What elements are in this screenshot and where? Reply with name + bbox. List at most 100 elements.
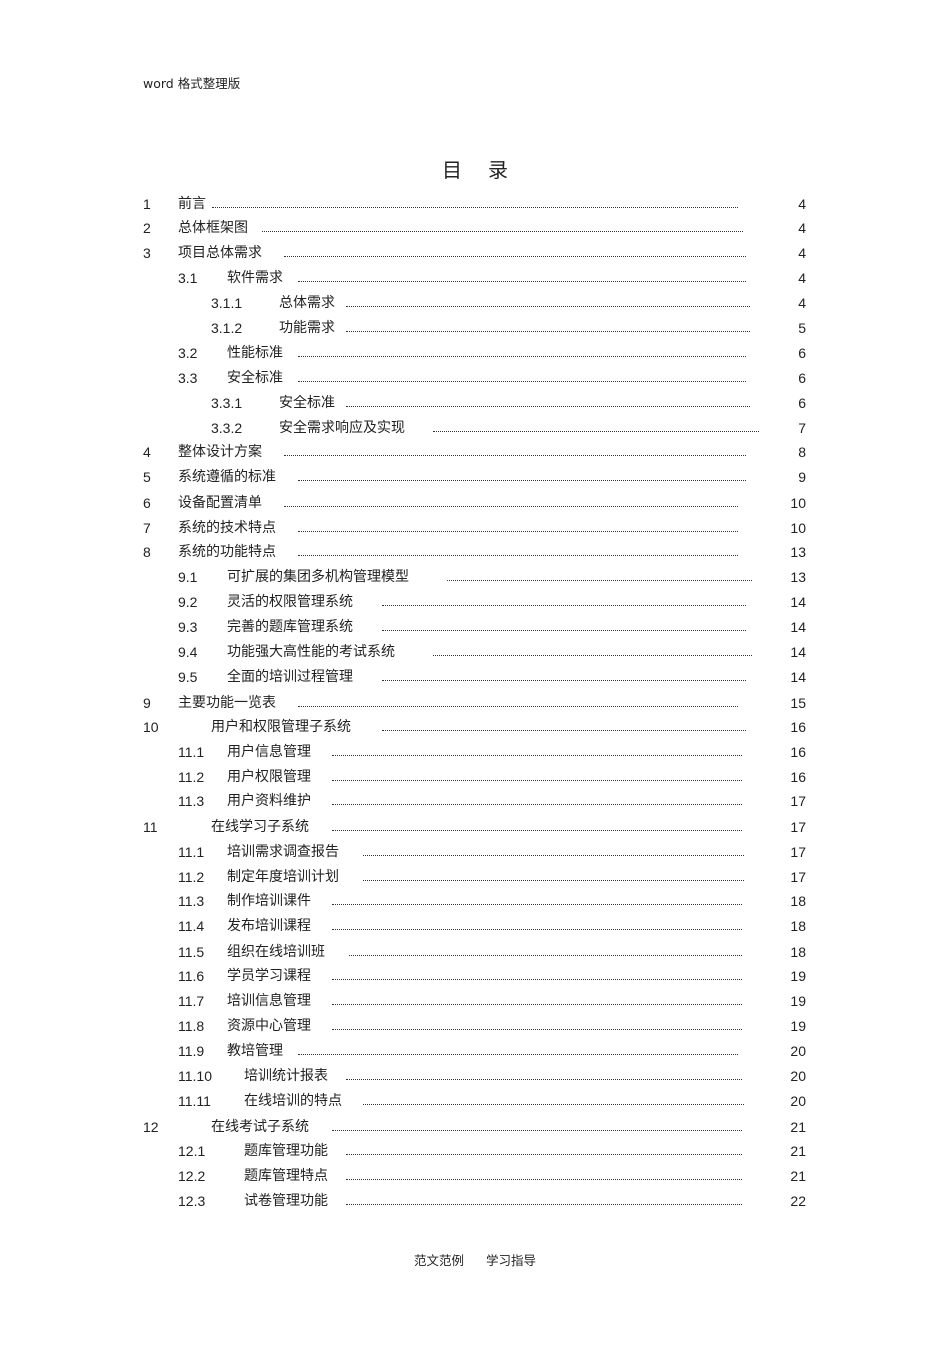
toc-entry-number: 2 bbox=[143, 220, 151, 236]
toc-entry-page: 6 bbox=[798, 370, 806, 386]
toc-entry[interactable]: 11.1 培训需求调查报告 17 bbox=[0, 842, 950, 862]
toc-entry[interactable]: 11.2 制定年度培训计划 17 bbox=[0, 867, 950, 887]
dot-leader bbox=[332, 1029, 742, 1030]
toc-entry-title: 制作培训课件 bbox=[227, 893, 311, 909]
toc-entry[interactable]: 7 系统的技术特点 10 bbox=[0, 518, 950, 538]
toc-entry-title: 题库管理特点 bbox=[244, 1168, 328, 1184]
toc-entry-title: 灵活的权限管理系统 bbox=[227, 594, 353, 610]
toc-entry-number: 11.7 bbox=[178, 993, 205, 1009]
toc-entry[interactable]: 11.9 教培管理 20 bbox=[0, 1041, 950, 1061]
toc-entry[interactable]: 3.2 性能标准 6 bbox=[0, 343, 950, 363]
dot-leader bbox=[298, 480, 746, 481]
dot-leader bbox=[346, 331, 750, 332]
toc-entry[interactable]: 2 总体框架图 4 bbox=[0, 218, 950, 238]
toc-entry[interactable]: 3.1.1 总体需求 4 bbox=[0, 293, 950, 313]
dot-leader bbox=[212, 207, 738, 208]
toc-entry[interactable]: 3 项目总体需求 4 bbox=[0, 243, 950, 263]
toc-entry-number: 6 bbox=[143, 495, 151, 511]
toc-entry[interactable]: 11.4 发布培训课程 18 bbox=[0, 916, 950, 936]
toc-entry[interactable]: 3.1.2 功能需求 5 bbox=[0, 318, 950, 338]
toc-entry-number: 9.3 bbox=[178, 619, 198, 635]
dot-leader bbox=[382, 680, 746, 681]
toc-entry-number: 3.3 bbox=[178, 370, 198, 386]
toc-entry-title: 题库管理功能 bbox=[244, 1143, 328, 1159]
toc-entry-number: 5 bbox=[143, 469, 151, 485]
toc-entry-number: 11.4 bbox=[178, 918, 205, 934]
toc-entry-title: 在线考试子系统 bbox=[211, 1119, 309, 1135]
toc-entry-page: 18 bbox=[790, 918, 806, 934]
dot-leader bbox=[346, 1179, 742, 1180]
toc-entry[interactable]: 3.3.1 安全标准 6 bbox=[0, 393, 950, 413]
toc-entry[interactable]: 9.5 全面的培训过程管理 14 bbox=[0, 667, 950, 687]
dot-leader bbox=[349, 955, 742, 956]
toc-entry[interactable]: 11.3 用户资料维护 17 bbox=[0, 791, 950, 811]
page-header: word 格式整理版 bbox=[143, 76, 241, 91]
toc-entry-page: 8 bbox=[798, 444, 806, 460]
toc-entry[interactable]: 5 系统遵循的标准 9 bbox=[0, 467, 950, 487]
dot-leader bbox=[298, 1054, 738, 1055]
toc-entry[interactable]: 11.2 用户权限管理 16 bbox=[0, 767, 950, 787]
toc-entry[interactable]: 3.3 安全标准 6 bbox=[0, 368, 950, 388]
toc-entry[interactable]: 3.3.2 安全需求响应及实现 7 bbox=[0, 418, 950, 438]
dot-leader bbox=[298, 531, 738, 532]
toc-entry[interactable]: 12 在线考试子系统 21 bbox=[0, 1117, 950, 1137]
dot-leader bbox=[332, 755, 742, 756]
toc-entry[interactable]: 11.10 培训统计报表 20 bbox=[0, 1066, 950, 1086]
toc-entry[interactable]: 11.3 制作培训课件 18 bbox=[0, 891, 950, 911]
toc-entry-page: 4 bbox=[798, 196, 806, 212]
dot-leader bbox=[298, 356, 746, 357]
toc-entry[interactable]: 11.1 用户信息管理 16 bbox=[0, 742, 950, 762]
toc-entry-page: 14 bbox=[790, 619, 806, 635]
toc-entry-title: 项目总体需求 bbox=[178, 245, 262, 261]
toc-entry-page: 19 bbox=[790, 1018, 806, 1034]
toc-entry[interactable]: 12.2 题库管理特点 21 bbox=[0, 1166, 950, 1186]
toc-entry[interactable]: 1 前言 4 bbox=[0, 194, 950, 214]
toc-entry-page: 19 bbox=[790, 993, 806, 1009]
toc-entry-number: 12.1 bbox=[178, 1143, 206, 1159]
toc-entry[interactable]: 9.3 完善的题库管理系统 14 bbox=[0, 617, 950, 637]
dot-leader bbox=[346, 1154, 742, 1155]
toc-entry-title: 整体设计方案 bbox=[178, 444, 262, 460]
toc-entry[interactable]: 11.5 组织在线培训班 18 bbox=[0, 942, 950, 962]
dot-leader bbox=[447, 580, 752, 581]
toc-entry[interactable]: 9.1 可扩展的集团多机构管理模型 13 bbox=[0, 567, 950, 587]
toc-entry[interactable]: 9 主要功能一览表 15 bbox=[0, 693, 950, 713]
toc-entry-page: 20 bbox=[790, 1068, 806, 1084]
toc-entry-number: 9.5 bbox=[178, 669, 198, 685]
toc-entry[interactable]: 3.1 软件需求 4 bbox=[0, 268, 950, 288]
toc-entry-title: 系统的技术特点 bbox=[178, 520, 276, 536]
dot-leader bbox=[363, 855, 744, 856]
toc-entry-title: 前言 bbox=[178, 196, 206, 212]
toc-entry[interactable]: 12.1 题库管理功能 21 bbox=[0, 1141, 950, 1161]
toc-entry-number: 11.10 bbox=[178, 1068, 212, 1084]
toc-entry-number: 11.3 bbox=[178, 893, 205, 909]
dot-leader bbox=[284, 455, 746, 456]
toc-entry[interactable]: 9.2 灵活的权限管理系统 14 bbox=[0, 592, 950, 612]
toc-entry-page: 13 bbox=[790, 569, 806, 585]
toc-entry-number: 9.1 bbox=[178, 569, 198, 585]
toc-entry-number: 12 bbox=[143, 1119, 159, 1135]
toc-entry-title: 用户和权限管理子系统 bbox=[211, 719, 351, 735]
toc-entry[interactable]: 8 系统的功能特点 13 bbox=[0, 542, 950, 562]
dot-leader bbox=[332, 804, 742, 805]
dot-leader bbox=[382, 605, 746, 606]
toc-entry[interactable]: 11.11 在线培训的特点 20 bbox=[0, 1091, 950, 1111]
toc-entry[interactable]: 4 整体设计方案 8 bbox=[0, 442, 950, 462]
toc-entry-title: 试卷管理功能 bbox=[244, 1193, 328, 1209]
toc-entry[interactable]: 10 用户和权限管理子系统 16 bbox=[0, 717, 950, 737]
toc-entry[interactable]: 11.7 培训信息管理 19 bbox=[0, 991, 950, 1011]
dot-leader bbox=[346, 306, 750, 307]
toc-entry-title: 安全标准 bbox=[227, 370, 283, 386]
toc-entry[interactable]: 12.3 试卷管理功能 22 bbox=[0, 1191, 950, 1211]
toc-entry-page: 16 bbox=[790, 769, 806, 785]
dot-leader bbox=[298, 381, 746, 382]
toc-entry[interactable]: 11 在线学习子系统 17 bbox=[0, 817, 950, 837]
toc-entry[interactable]: 11.6 学员学习课程 19 bbox=[0, 966, 950, 986]
toc-entry-page: 13 bbox=[790, 544, 806, 560]
toc-entry-number: 3.3.2 bbox=[211, 420, 243, 436]
toc-entry[interactable]: 11.8 资源中心管理 19 bbox=[0, 1016, 950, 1036]
toc-entry[interactable]: 6 设备配置清单 10 bbox=[0, 493, 950, 513]
toc-entry-number: 3 bbox=[143, 245, 151, 261]
toc-entry-page: 14 bbox=[790, 644, 806, 660]
toc-entry[interactable]: 9.4 功能强大高性能的考试系统 14 bbox=[0, 642, 950, 662]
